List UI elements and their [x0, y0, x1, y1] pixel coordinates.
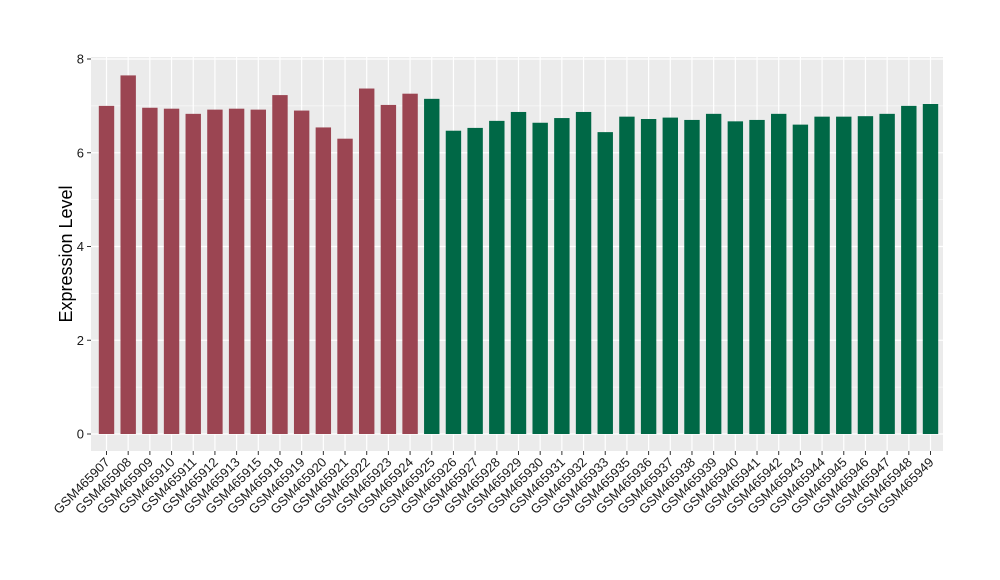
bar-GSM465935: [619, 116, 635, 434]
bar-GSM465943: [792, 124, 809, 434]
bar-GSM465912: [207, 109, 223, 434]
bar-GSM465926: [445, 130, 462, 434]
bar-GSM465936: [640, 119, 657, 434]
bar-GSM465910: [163, 108, 180, 434]
y-tick-label: 6: [77, 145, 84, 160]
y-axis: 0 2 4 6 8: [77, 52, 91, 442]
bar-GSM465933: [597, 132, 613, 434]
x-axis: GSM465907GSM465908GSM465909GSM465910GSM4…: [50, 451, 937, 517]
bar-GSM465947: [879, 113, 895, 434]
bar-GSM465929: [510, 111, 527, 434]
bar-GSM465927: [467, 127, 483, 434]
bars: [98, 75, 939, 434]
bar-GSM465918: [272, 95, 288, 434]
bar-GSM465946: [857, 116, 874, 434]
bar-GSM465921: [337, 138, 353, 434]
bar-GSM465919: [293, 110, 310, 434]
bar-GSM465911: [185, 113, 201, 434]
bar-GSM465932: [575, 111, 592, 434]
bar-GSM465913: [228, 108, 245, 434]
bar-GSM465942: [771, 113, 787, 434]
y-tick-label: 0: [77, 427, 84, 442]
bar-GSM465949: [922, 104, 939, 434]
bar-GSM465930: [532, 122, 548, 434]
y-tick-label: 4: [77, 239, 84, 254]
bar-GSM465909: [142, 107, 158, 434]
bar-GSM465925: [424, 98, 440, 434]
bar-GSM465948: [901, 105, 917, 434]
y-axis-title: Expression Level: [56, 185, 76, 322]
bar-GSM465940: [727, 121, 744, 434]
y-tick-label: 2: [77, 333, 84, 348]
bar-GSM465945: [836, 116, 852, 434]
bar-GSM465944: [814, 116, 830, 434]
bar-GSM465915: [250, 109, 266, 434]
bar-GSM465923: [380, 104, 397, 434]
bar-GSM465937: [662, 117, 678, 434]
bar-GSM465920: [315, 127, 332, 434]
bar-GSM465939: [705, 113, 722, 434]
y-tick-label: 8: [77, 52, 84, 67]
bar-GSM465941: [749, 119, 765, 434]
bar-GSM465922: [359, 88, 375, 434]
bar-GSM465938: [684, 119, 700, 434]
bar-GSM465931: [554, 118, 570, 434]
bar-GSM465924: [402, 93, 418, 434]
bar-GSM465907: [98, 105, 115, 434]
bar-GSM465908: [120, 75, 136, 434]
bar-GSM465928: [489, 120, 505, 434]
